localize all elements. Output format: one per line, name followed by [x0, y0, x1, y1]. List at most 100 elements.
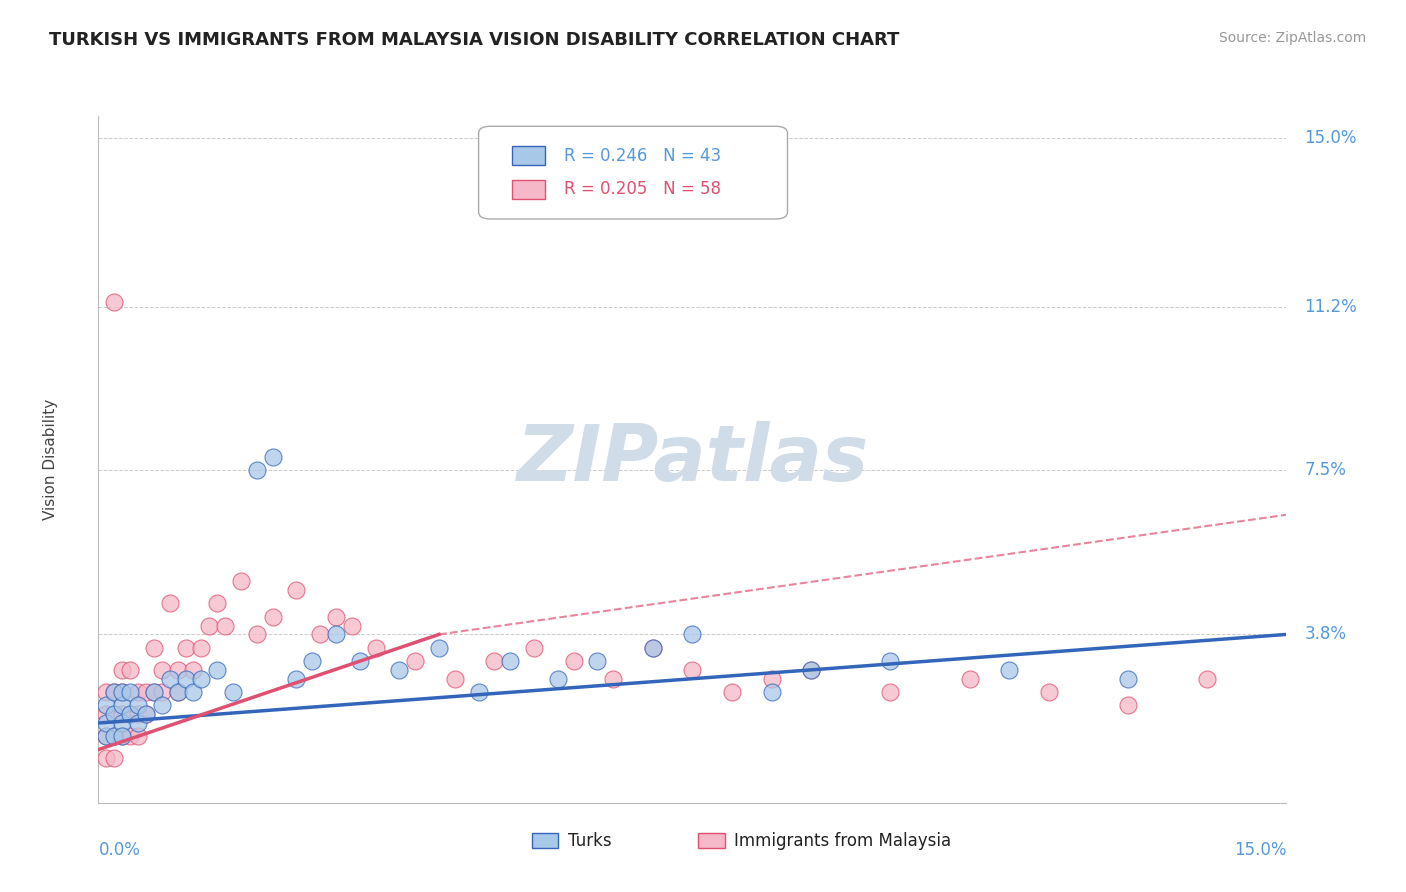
Point — [111, 698, 134, 713]
Point — [103, 729, 125, 743]
Bar — [699, 833, 724, 848]
Point — [135, 707, 157, 722]
Point — [325, 627, 347, 641]
Point — [427, 640, 450, 655]
Point — [222, 685, 245, 699]
Point — [111, 685, 134, 699]
Point — [127, 707, 149, 722]
Point — [262, 450, 284, 465]
Point — [120, 663, 142, 677]
Point — [96, 716, 118, 731]
Point — [1116, 698, 1139, 713]
Point — [444, 672, 467, 686]
Point — [120, 729, 142, 743]
Point — [484, 654, 506, 668]
Point — [127, 716, 149, 731]
Point — [198, 618, 221, 632]
Text: Vision Disability: Vision Disability — [44, 399, 59, 520]
Point — [190, 640, 212, 655]
Point — [879, 685, 901, 699]
Point — [879, 654, 901, 668]
Point — [142, 640, 165, 655]
Point — [103, 707, 125, 722]
Point — [641, 640, 664, 655]
Point — [103, 729, 125, 743]
Text: 15.0%: 15.0% — [1234, 840, 1286, 859]
Point — [301, 654, 323, 668]
Point — [111, 685, 134, 699]
Point — [166, 685, 188, 699]
Point — [681, 663, 703, 677]
Point — [183, 663, 205, 677]
Point — [205, 596, 228, 610]
Point — [1038, 685, 1060, 699]
Point — [205, 663, 228, 677]
Point — [96, 729, 118, 743]
Point — [262, 609, 284, 624]
Point — [111, 729, 134, 743]
Point — [800, 663, 823, 677]
Point — [761, 672, 783, 686]
Point — [150, 663, 173, 677]
Point — [285, 583, 308, 598]
Point — [166, 663, 188, 677]
Point — [135, 685, 157, 699]
Point — [103, 751, 125, 765]
Point — [959, 672, 981, 686]
Point — [166, 685, 188, 699]
Point — [602, 672, 624, 686]
Text: 7.5%: 7.5% — [1305, 461, 1346, 480]
Point — [309, 627, 332, 641]
Point — [641, 640, 664, 655]
Point — [183, 685, 205, 699]
Text: R = 0.205   N = 58: R = 0.205 N = 58 — [564, 180, 721, 198]
Point — [190, 672, 212, 686]
Point — [120, 707, 142, 722]
Point — [1197, 672, 1219, 686]
Text: 0.0%: 0.0% — [98, 840, 141, 859]
Point — [721, 685, 744, 699]
Point — [142, 685, 165, 699]
Text: ZIPatlas: ZIPatlas — [516, 421, 869, 498]
Point — [349, 654, 371, 668]
Text: Source: ZipAtlas.com: Source: ZipAtlas.com — [1219, 31, 1367, 45]
Point — [246, 627, 269, 641]
Text: 15.0%: 15.0% — [1305, 129, 1357, 147]
Point — [404, 654, 426, 668]
Text: Immigrants from Malaysia: Immigrants from Malaysia — [734, 831, 952, 849]
Point — [364, 640, 387, 655]
Point — [127, 685, 149, 699]
Point — [174, 672, 197, 686]
Text: R = 0.246   N = 43: R = 0.246 N = 43 — [564, 147, 721, 165]
Point — [111, 716, 134, 731]
Point — [681, 627, 703, 641]
Point — [111, 707, 134, 722]
Bar — [512, 146, 546, 165]
Point — [103, 685, 125, 699]
Point — [127, 698, 149, 713]
Point — [150, 685, 173, 699]
Point — [562, 654, 585, 668]
FancyBboxPatch shape — [478, 127, 787, 219]
Point — [150, 698, 173, 713]
Bar — [512, 180, 546, 199]
Point — [325, 609, 347, 624]
Point — [120, 707, 142, 722]
Point — [998, 663, 1021, 677]
Text: 3.8%: 3.8% — [1305, 625, 1347, 643]
Text: TURKISH VS IMMIGRANTS FROM MALAYSIA VISION DISABILITY CORRELATION CHART: TURKISH VS IMMIGRANTS FROM MALAYSIA VISI… — [49, 31, 900, 49]
Point — [103, 295, 125, 310]
Point — [1116, 672, 1139, 686]
Point — [127, 729, 149, 743]
Point — [586, 654, 609, 668]
Point — [229, 574, 252, 589]
Point — [761, 685, 783, 699]
Point — [111, 729, 134, 743]
Point — [96, 685, 118, 699]
Point — [142, 685, 165, 699]
Point — [111, 663, 134, 677]
Point — [388, 663, 411, 677]
Point — [96, 751, 118, 765]
Point — [467, 685, 489, 699]
Bar — [531, 833, 558, 848]
